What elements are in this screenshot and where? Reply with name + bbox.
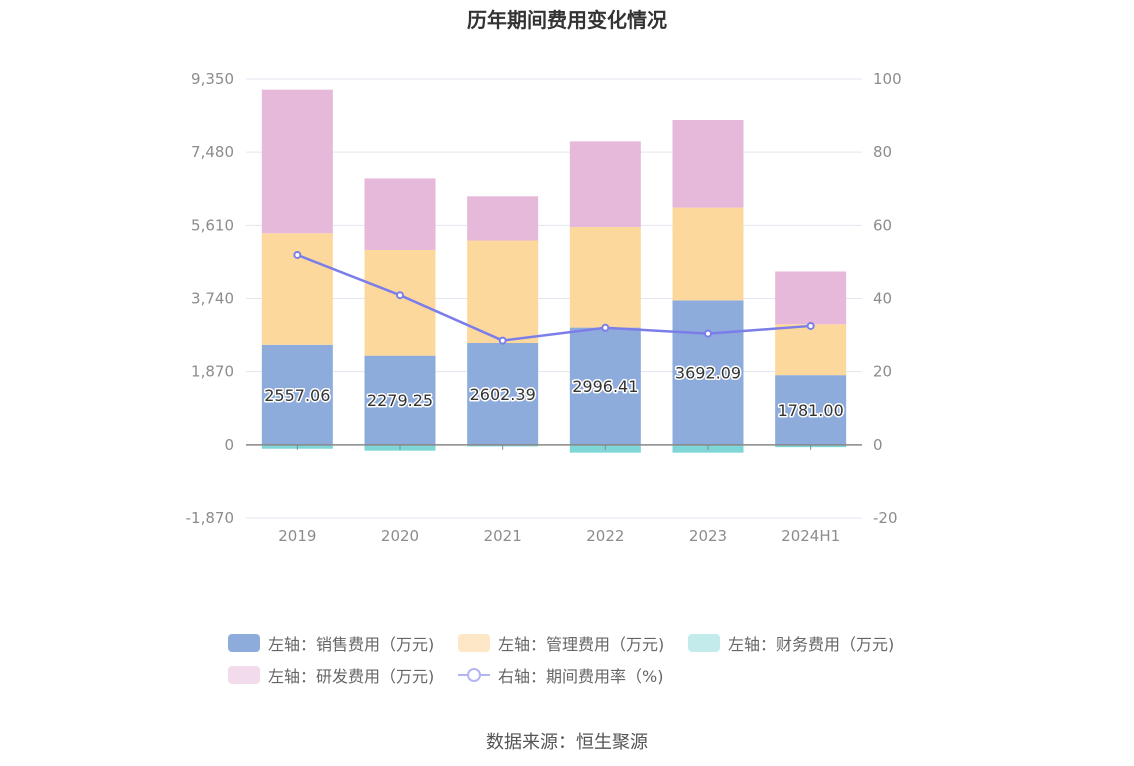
legend-swatch-finance: [688, 634, 720, 652]
left-tick-label: 1,870: [191, 363, 234, 381]
right-axis: -20 0 20 40 60 80 100: [873, 70, 902, 527]
bars: [261, 89, 847, 453]
right-tick-label: 20: [873, 363, 892, 381]
bar-sales-2022: [569, 327, 641, 445]
left-tick-label: 3,740: [191, 290, 234, 308]
x-tick-label: 2019: [278, 527, 316, 545]
legend-label-sales: 左轴：销售费用（万元): [268, 635, 435, 654]
legend-swatch-rd: [228, 666, 260, 684]
data-label-sales: 1781.00: [778, 401, 844, 420]
right-tick-label: 100: [873, 70, 902, 88]
data-label-sales: 2602.39: [470, 385, 536, 404]
x-tick-label: 2020: [381, 527, 419, 545]
right-tick-label: 0: [873, 436, 883, 454]
rate-point-2024H1: [806, 321, 815, 330]
left-tick-label: -1,870: [186, 509, 234, 527]
bar-rd-2024H1: [775, 271, 847, 325]
bar-sales-2024H1: [775, 375, 847, 445]
bar-rd-2023: [672, 120, 744, 208]
bar-sales-2023: [672, 300, 744, 445]
rate-point-2019: [293, 250, 302, 259]
legend-line-swatch-rate: [458, 666, 490, 684]
legend-swatch-admin: [458, 634, 490, 652]
right-tick-label: -20: [873, 509, 898, 527]
data-label-sales: 2996.41: [572, 377, 638, 396]
left-axis: -1,870 0 1,870 3,740 5,610 7,480 9,350: [186, 70, 234, 527]
legend-item-admin[interactable]: 左轴：管理费用（万元): [458, 630, 664, 656]
bar-rd-2022: [569, 141, 641, 228]
rate-point-2021: [498, 336, 507, 345]
bar-sales-2019: [261, 344, 333, 445]
right-tick-label: 60: [873, 216, 892, 234]
bar-admin-2022: [569, 227, 641, 328]
data-label-sales: 3692.09: [675, 364, 741, 383]
bar-rd-2020: [364, 178, 436, 251]
bar-admin-2023: [672, 207, 744, 301]
rate-point-2023: [704, 329, 712, 338]
legend-item-rate[interactable]: 右轴：期间费用率（%): [458, 662, 663, 688]
bar-sales-2020: [364, 355, 436, 445]
legend-label-rate: 右轴：期间费用率（%): [498, 667, 664, 686]
x-tick-label: 2023: [689, 527, 727, 545]
data-label-sales: 2279.25: [367, 391, 433, 410]
legend-label-admin: 左轴：管理费用（万元): [498, 635, 665, 654]
legend-label-finance: 左轴：财务费用（万元): [728, 635, 895, 654]
left-tick-label: 5,610: [191, 216, 234, 234]
right-tick-label: 40: [873, 290, 892, 308]
rate-point-2020: [396, 291, 404, 300]
bar-admin-2020: [364, 250, 436, 356]
bar-rd-2019: [261, 89, 333, 234]
legend-item-sales[interactable]: 左轴：销售费用（万元): [228, 630, 434, 656]
legend-label-rd: 左轴：研发费用（万元): [268, 667, 435, 686]
bar-admin-2019: [261, 233, 333, 345]
data-source: 数据来源：恒生聚源: [486, 732, 648, 753]
x-tick-label: 2022: [586, 527, 624, 545]
x-axis: 2019 2020 2021 2022 2023 2024H1: [278, 444, 840, 545]
grid-lines: [246, 78, 862, 519]
left-tick-label: 0: [224, 436, 234, 454]
legend-item-rd[interactable]: 左轴：研发费用（万元): [228, 662, 434, 688]
data-label-sales: 2557.06: [264, 386, 330, 405]
x-tick-label: 2021: [484, 527, 522, 545]
rate-line-series: [293, 250, 815, 345]
left-tick-label: 9,350: [191, 70, 234, 88]
right-tick-label: 80: [873, 143, 892, 161]
bar-admin-2024H1: [775, 324, 847, 376]
bar-sales-2021: [467, 343, 539, 445]
legend-item-finance[interactable]: 左轴：财务费用（万元): [688, 630, 894, 656]
chart-svg: -1,870 0 1,870 3,740 5,610 7,480 9,350 -20 0 20 4…: [186, 70, 902, 545]
rate-point-2022: [601, 323, 610, 332]
rate-line: [296, 253, 811, 342]
bar-rd-2021: [467, 196, 539, 241]
left-tick-label: 7,480: [191, 143, 234, 161]
x-tick-label: 2024H1: [781, 527, 840, 545]
bar-admin-2021: [467, 240, 539, 344]
data-labels: 2557.06 2279.25 2602.39 2996.41 3692.09 1781.…: [263, 362, 846, 421]
chart-title: 历年期间费用变化情况: [467, 8, 667, 32]
legend-swatch-sales: [228, 634, 260, 652]
